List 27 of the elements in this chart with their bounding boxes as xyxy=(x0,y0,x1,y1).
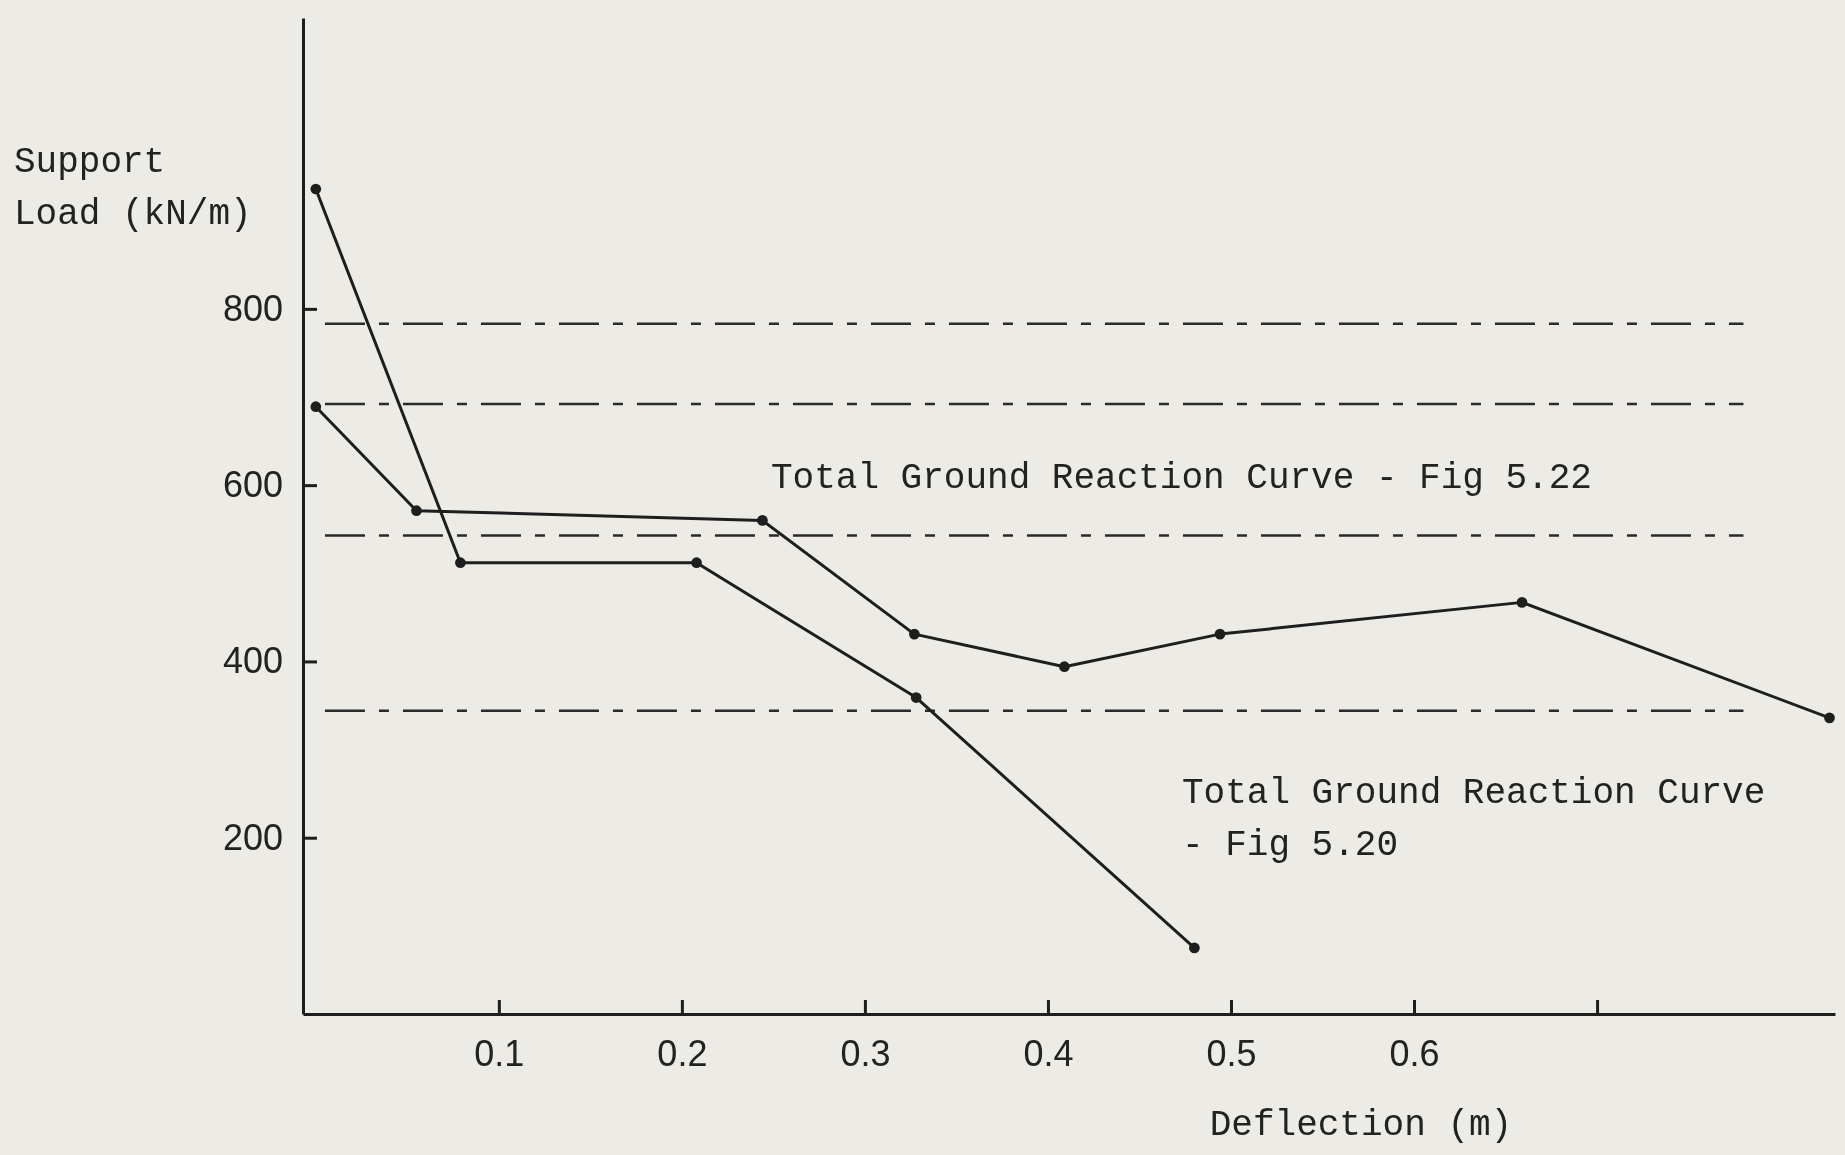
point xyxy=(310,183,322,195)
point xyxy=(910,692,922,703)
point xyxy=(1059,661,1070,673)
y-tick-label: 200 xyxy=(222,816,283,858)
y-axis-title: Support Load (kN/m) xyxy=(14,142,252,236)
point xyxy=(1516,597,1528,608)
y-tick-label: 600 xyxy=(222,464,283,506)
point xyxy=(1824,712,1835,724)
y-tick-label: 400 xyxy=(222,640,283,682)
point xyxy=(455,557,466,569)
x-tick-label: 0.1 xyxy=(474,1032,525,1074)
x-tick-label: 0.2 xyxy=(657,1032,708,1074)
point xyxy=(908,628,920,640)
x-tick-label: 0.4 xyxy=(1023,1032,1074,1074)
point xyxy=(310,401,322,413)
y-tick-label: 800 xyxy=(222,287,283,329)
point xyxy=(1214,628,1226,640)
x-axis-title: Deflection (m) xyxy=(1209,1105,1513,1146)
x-tick-label: 0.3 xyxy=(840,1032,891,1074)
x-tick-label: 0.5 xyxy=(1206,1032,1257,1074)
annotation: Total Ground Reaction Curve - Fig 5.22 xyxy=(771,458,1592,499)
point xyxy=(411,505,422,517)
point xyxy=(1189,942,1200,954)
point xyxy=(757,515,768,526)
x-tick-label: 0.6 xyxy=(1389,1032,1440,1074)
point xyxy=(691,557,702,569)
annotation: Total Ground Reaction Curve - Fig 5.20 xyxy=(1182,773,1766,867)
